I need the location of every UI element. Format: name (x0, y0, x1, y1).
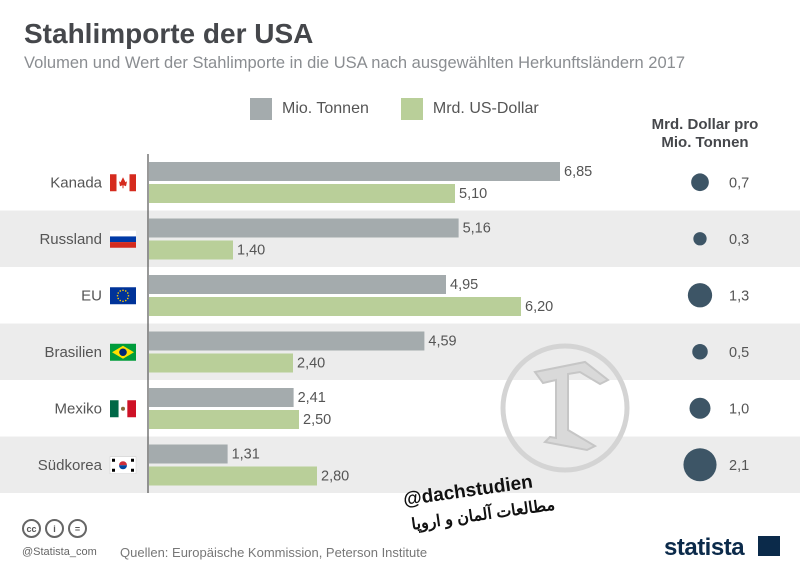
category-label: Mexiko (54, 400, 102, 417)
creative-commons-icon: cc (22, 519, 41, 538)
mexico-flag-icon (110, 400, 136, 418)
data-label-dollar: 2,50 (303, 412, 331, 428)
category-label: Südkorea (38, 457, 103, 474)
bar-tonnes (149, 388, 294, 407)
ratio-header-line2: Mio. Tonnen (661, 134, 749, 151)
legend-label-tonnes: Mio. Tonnen (282, 100, 369, 117)
canada-flag-icon (110, 174, 136, 192)
category-label: Russland (39, 231, 102, 248)
ratio-header-line1: Mrd. Dollar pro (651, 116, 759, 133)
ratio-dot (693, 232, 707, 246)
data-label-dollar: 1,40 (237, 243, 265, 259)
legend-label-dollar: Mrd. US-Dollar (432, 100, 539, 117)
south-korea-flag-icon (109, 456, 137, 474)
data-label-tonnes: 5,16 (463, 221, 491, 237)
data-label-tonnes: 1,31 (232, 447, 260, 463)
chart-title: Stahlimporte der USA (24, 18, 314, 49)
data-label-dollar: 2,40 (297, 356, 325, 372)
attribution-icon: i (45, 519, 64, 538)
ratio-label: 1,0 (729, 401, 749, 417)
steel-beam-emblem-icon (500, 343, 630, 473)
data-label-tonnes: 4,95 (450, 277, 478, 293)
bar-dollar (149, 240, 233, 260)
no-derivatives-icon: = (68, 519, 87, 538)
bar-tonnes (149, 218, 459, 238)
data-label-dollar: 5,10 (459, 186, 487, 202)
bar-dollar (149, 410, 299, 429)
ratio-label: 0,7 (729, 175, 749, 191)
bar-tonnes (149, 444, 228, 464)
eu-flag-icon (110, 287, 136, 305)
legend-swatch-tonnes (250, 98, 272, 120)
chart-subtitle: Volumen und Wert der Stahlimporte in die… (24, 54, 686, 72)
category-label: Kanada (50, 174, 102, 191)
category-label: Brasilien (44, 344, 102, 361)
data-label-tonnes: 6,85 (564, 164, 592, 180)
ratio-dot (689, 397, 711, 419)
bar-dollar (149, 353, 293, 373)
category-label: EU (81, 287, 102, 304)
bar-dollar (149, 466, 317, 486)
legend-item-dollar: Mrd. US-Dollar (400, 98, 539, 120)
statista-handle: @Statista_com (22, 546, 97, 558)
bar-tonnes (149, 162, 560, 181)
bar-dollar (149, 297, 521, 316)
bar-dollar (149, 184, 455, 203)
brazil-flag-icon (110, 343, 136, 361)
statista-logo[interactable]: statista (664, 534, 745, 561)
legend-swatch-dollar (400, 98, 423, 120)
russia-flag-icon (110, 230, 136, 248)
ratio-label: 2,1 (729, 458, 749, 474)
data-label-dollar: 6,20 (525, 299, 553, 315)
bar-tonnes (149, 331, 425, 351)
legend: Mio. Tonnen Mrd. US-Dollar (250, 98, 539, 120)
ratio-dot (687, 283, 713, 308)
ratio-label: 1,3 (729, 288, 749, 304)
ratio-label: 0,3 (729, 232, 749, 248)
data-label-tonnes: 4,59 (428, 334, 456, 350)
ratio-label: 0,5 (729, 345, 749, 361)
data-label-tonnes: 2,41 (298, 390, 326, 406)
ratio-dot (691, 173, 709, 192)
statista-logo-mark-icon (758, 536, 780, 556)
ratio-column-header: Mrd. Dollar pro Mio. Tonnen (620, 116, 790, 152)
data-label-dollar: 2,80 (321, 469, 349, 485)
license-icons: cc i = (22, 519, 87, 538)
bar-tonnes (149, 275, 446, 294)
legend-item-tonnes: Mio. Tonnen (250, 98, 369, 120)
ratio-dot (692, 344, 708, 360)
steel-beam-icon (533, 360, 610, 452)
ratio-dot (683, 448, 717, 482)
source-note: Quellen: Europäische Kommission, Peterso… (120, 545, 428, 560)
